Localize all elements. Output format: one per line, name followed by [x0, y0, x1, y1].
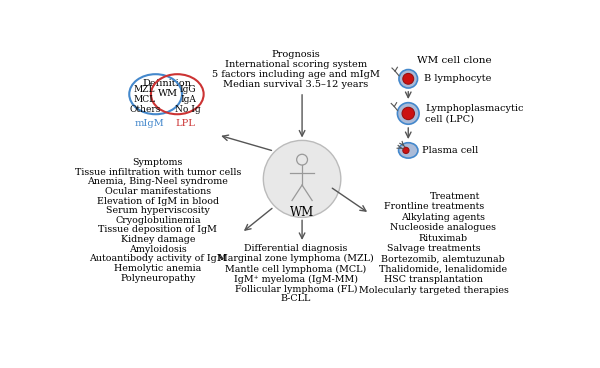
Text: Molecularly targeted therapies: Molecularly targeted therapies [359, 286, 509, 294]
Text: IgA: IgA [180, 95, 196, 104]
Text: Lymphoplasmacytic
cell (LPC): Lymphoplasmacytic cell (LPC) [425, 104, 524, 123]
Text: Frontline treatments: Frontline treatments [384, 202, 484, 211]
Text: Alkylating agents: Alkylating agents [401, 213, 485, 222]
Circle shape [402, 107, 415, 120]
Text: WM: WM [290, 206, 314, 219]
Text: International scoring system: International scoring system [225, 60, 367, 69]
Text: Tissue deposition of IgM: Tissue deposition of IgM [98, 226, 217, 234]
Text: Plasma cell: Plasma cell [422, 146, 478, 155]
Text: Definition: Definition [142, 79, 191, 88]
Text: Marginal zone lymphoma (MZL): Marginal zone lymphoma (MZL) [218, 254, 374, 263]
Circle shape [399, 70, 418, 88]
Text: Bortezomib, alemtuzunab: Bortezomib, alemtuzunab [381, 254, 505, 263]
Text: IgM⁺ myeloma (IgM-MM): IgM⁺ myeloma (IgM-MM) [234, 275, 358, 283]
Text: Kidney damage: Kidney damage [121, 235, 195, 244]
Text: Anemia, Bing-Neel syndrome: Anemia, Bing-Neel syndrome [88, 177, 229, 186]
Text: WM: WM [158, 89, 178, 98]
Text: Amyloidosis: Amyloidosis [129, 245, 187, 254]
Text: No Ig: No Ig [175, 105, 201, 114]
Circle shape [403, 147, 409, 153]
Text: Serum hyperviscosity: Serum hyperviscosity [106, 206, 210, 215]
Text: Hemolytic anemia: Hemolytic anemia [115, 264, 202, 273]
Text: MCL: MCL [134, 95, 156, 104]
Text: 5 factors including age and mIgM: 5 factors including age and mIgM [212, 70, 380, 79]
Text: Autoantibody activity of IgM: Autoantibody activity of IgM [89, 254, 227, 263]
Text: mIgM: mIgM [134, 119, 164, 128]
Text: Nucleoside analogues: Nucleoside analogues [390, 223, 496, 232]
Text: Cryoglobulinemia: Cryoglobulinemia [115, 216, 201, 225]
Text: LPL: LPL [175, 119, 195, 128]
Circle shape [263, 141, 341, 217]
Text: HSC transplantation: HSC transplantation [385, 275, 483, 284]
Circle shape [397, 103, 419, 124]
Text: Ocular manifestations: Ocular manifestations [105, 187, 211, 196]
Text: IgG: IgG [180, 85, 196, 94]
Text: Median survival 3.5–12 years: Median survival 3.5–12 years [223, 80, 368, 89]
Text: Prognosis: Prognosis [271, 50, 320, 59]
Text: Differential diagnosis: Differential diagnosis [244, 244, 347, 253]
Circle shape [403, 74, 413, 84]
Ellipse shape [398, 143, 418, 158]
Text: Treatment: Treatment [430, 192, 480, 201]
Text: B lymphocyte: B lymphocyte [424, 74, 491, 83]
Text: Follicular lymphoma (FL): Follicular lymphoma (FL) [235, 284, 357, 294]
Text: WM cell clone: WM cell clone [418, 56, 492, 65]
Text: Others: Others [129, 105, 160, 114]
Text: Rituximab: Rituximab [419, 234, 467, 243]
Text: Tissue infiltration with tumor cells: Tissue infiltration with tumor cells [75, 168, 241, 177]
Text: Mantle cell lymphoma (MCL): Mantle cell lymphoma (MCL) [225, 264, 367, 273]
Text: Polyneuropathy: Polyneuropathy [120, 274, 196, 283]
Text: Salvage treatments: Salvage treatments [387, 244, 481, 253]
Text: B-CLL: B-CLL [281, 294, 311, 303]
Text: Symptoms: Symptoms [133, 158, 183, 167]
Text: MZL: MZL [134, 85, 155, 94]
Text: Elevation of IgM in blood: Elevation of IgM in blood [97, 197, 219, 206]
Text: Thalidomide, lenalidomide: Thalidomide, lenalidomide [379, 265, 507, 274]
